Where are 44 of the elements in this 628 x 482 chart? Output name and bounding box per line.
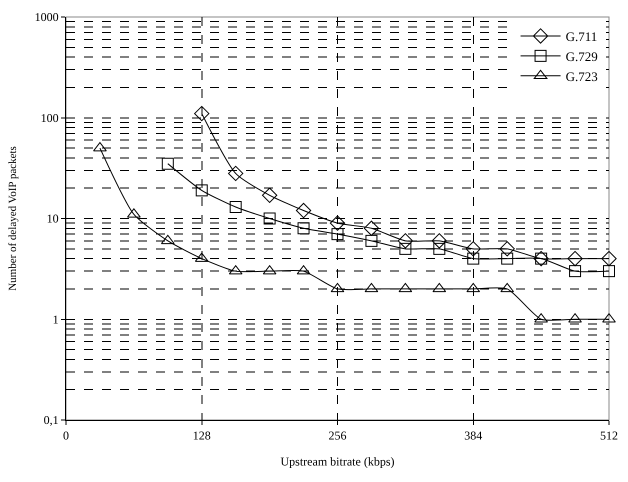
point	[230, 201, 242, 214]
x-axis-title: Upstream bitrate (kbps)	[280, 454, 394, 468]
point	[501, 252, 514, 265]
legend-label: G.723	[566, 68, 598, 84]
x-tick-label: 128	[192, 428, 211, 442]
point	[569, 265, 582, 278]
x-tick-label: 512	[600, 428, 618, 442]
point	[467, 252, 480, 265]
point	[196, 184, 208, 196]
x-tick-label: 0	[63, 428, 69, 442]
point	[228, 166, 244, 182]
point	[332, 228, 344, 240]
y-tick-label: 10	[46, 212, 59, 226]
point	[127, 208, 141, 218]
x-tick-label: 256	[328, 428, 346, 442]
x-tick-label: 384	[464, 428, 482, 442]
point	[603, 265, 615, 278]
point	[298, 222, 310, 234]
point	[601, 250, 617, 266]
y-tick-label: 1	[52, 312, 59, 326]
y-axis-title: Number of delayed VoIP packets	[7, 146, 20, 291]
point	[365, 234, 378, 247]
y-tick-label: 100	[40, 110, 59, 125]
point	[262, 188, 278, 203]
point	[296, 202, 312, 218]
point	[398, 233, 414, 248]
point	[432, 233, 447, 248]
legend-label: G.711	[566, 29, 598, 44]
point	[466, 241, 481, 256]
point	[567, 250, 583, 266]
y-tick-label: 1000	[34, 10, 59, 24]
point	[398, 282, 412, 292]
point	[500, 241, 515, 256]
point	[162, 158, 174, 170]
point	[364, 220, 380, 236]
point	[399, 242, 412, 255]
y-tick-label: 0,1	[44, 413, 59, 428]
point	[194, 106, 210, 122]
point	[330, 215, 346, 231]
legend-label: G.729	[566, 48, 598, 64]
point	[264, 212, 276, 224]
point	[330, 282, 344, 292]
point	[364, 282, 378, 292]
point	[433, 242, 446, 255]
